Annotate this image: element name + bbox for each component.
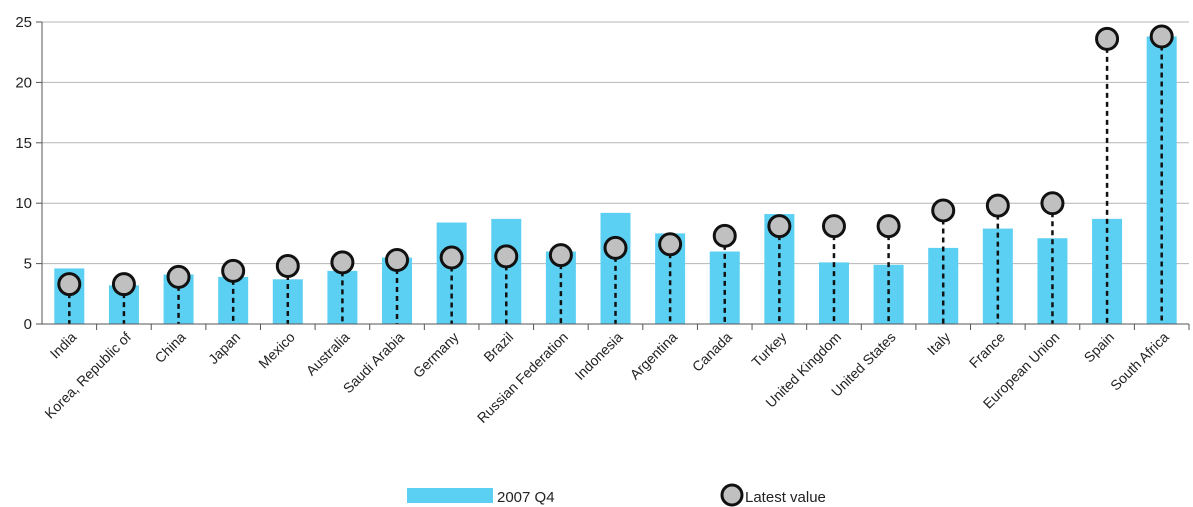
y-tick-label: 20 [15,74,32,91]
x-category-label: Canada [689,329,735,375]
x-category-label: Germany [410,329,462,381]
marker-point [876,214,901,239]
y-tick-label: 10 [15,195,32,212]
marker-series-latest-value [57,24,1174,297]
bar [709,251,740,324]
y-axis-ticks: 0 5 10 15 20 25 [15,14,42,333]
marker-point [385,247,410,272]
marker-point [821,214,846,239]
marker-droplines [68,36,1163,324]
marker-point [166,264,191,289]
bar-series-2007-q4 [54,36,1177,324]
bar [436,222,467,324]
legend-marker-label: Latest value [745,489,826,506]
marker-point [712,223,737,248]
legend: 2007 Q4 Latest value [407,483,826,507]
x-category-label: Russian Federation [474,329,571,426]
marker-point [985,193,1010,218]
marker-point [767,214,792,239]
y-tick-label: 15 [15,135,32,152]
x-category-label: Argentina [627,329,681,383]
legend-marker-swatch [720,483,744,507]
marker-point [494,244,519,269]
marker-point [548,243,573,268]
y-tick-label: 25 [15,14,32,31]
x-category-label: Australia [303,329,353,379]
bar [491,218,522,324]
x-category-label: India [47,329,80,362]
marker-point [330,250,355,275]
marker-point [603,235,628,260]
x-category-label: China [151,329,188,366]
marker-point [439,245,464,270]
x-category-label: Spain [1081,329,1118,366]
marker-point [57,272,82,297]
x-category-label: South Africa [1107,329,1172,394]
x-category-label: France [966,329,1008,371]
x-category-label: Turkey [748,329,789,370]
x-category-label: Brazil [480,329,516,365]
marker-point [931,198,956,223]
x-category-label: Japan [205,329,243,367]
marker-point [1149,24,1174,49]
bar [327,270,358,324]
bar [1092,218,1123,324]
marker-point [275,254,300,279]
marker-point [111,272,136,297]
x-category-label: Mexico [255,329,298,372]
y-tick-label: 5 [24,256,32,273]
x-category-label: Italy [924,329,953,358]
legend-bar-label: 2007 Q4 [497,489,555,506]
x-category-label: Indonesia [571,329,625,383]
marker-point [1040,191,1065,216]
marker-point [658,232,683,257]
y-tick-label: 0 [24,316,32,333]
marker-point [1095,26,1120,51]
marker-point [221,258,246,283]
legend-bar-swatch [407,488,493,503]
